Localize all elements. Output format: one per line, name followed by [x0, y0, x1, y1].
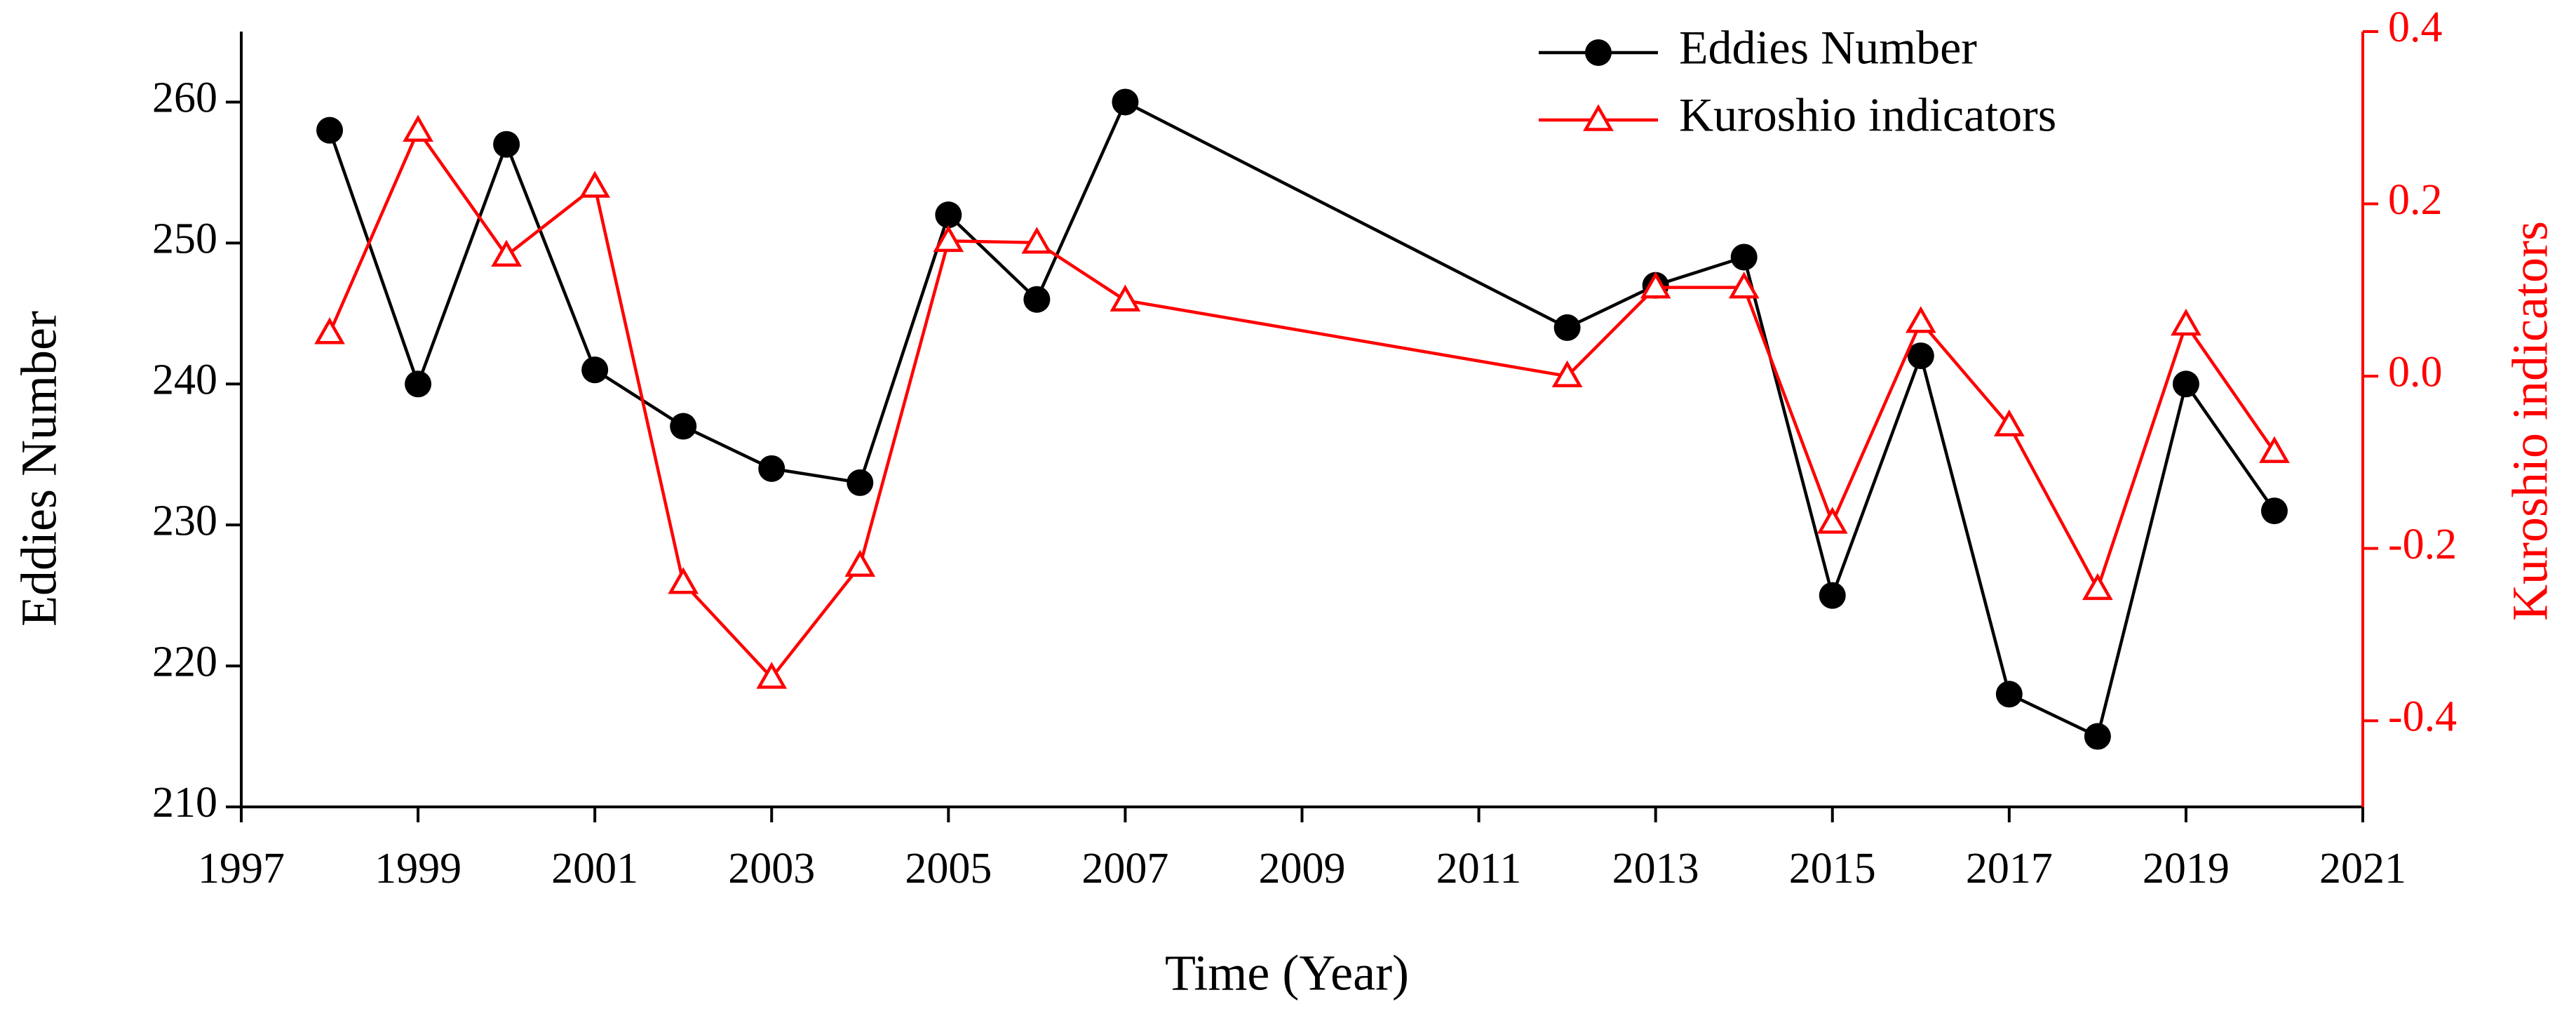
x-axis-label: Time (Year) — [1165, 945, 1409, 1001]
y2-axis-label: Kuroshio indicators — [2502, 221, 2558, 621]
point — [1023, 286, 1051, 313]
point — [2084, 723, 2111, 750]
point — [405, 370, 432, 398]
point — [756, 662, 788, 689]
point — [1112, 88, 1139, 116]
point — [491, 239, 522, 267]
x-tick-label: 2015 — [1789, 845, 1876, 893]
point — [1993, 409, 2025, 436]
y2-tick-label: -0.2 — [2388, 521, 2457, 568]
x-tick-label: 2009 — [1259, 845, 1346, 893]
point — [844, 549, 876, 577]
legend-marker — [1585, 39, 1612, 66]
point — [668, 567, 699, 594]
x-tick-label: 2017 — [1966, 845, 2053, 893]
point — [1553, 314, 1581, 341]
point — [581, 356, 609, 384]
point — [2171, 308, 2201, 336]
point — [493, 131, 520, 158]
point — [1021, 227, 1053, 254]
point — [1905, 306, 1936, 333]
y2-tick-label: 0.0 — [2388, 348, 2443, 396]
point — [1816, 507, 1848, 534]
point — [1551, 360, 1583, 387]
point — [314, 317, 345, 345]
point — [935, 201, 962, 229]
x-tick-label: 1999 — [375, 845, 461, 893]
y-axis-label: Eddies Number — [11, 311, 67, 627]
point — [579, 171, 611, 198]
point — [1819, 582, 1846, 609]
x-tick-label: 1997 — [198, 845, 285, 893]
x-tick-label: 2019 — [2143, 845, 2230, 893]
point — [758, 455, 785, 482]
point — [1110, 284, 1141, 312]
point — [2259, 436, 2290, 463]
y2-tick-label: -0.4 — [2388, 693, 2457, 740]
point — [403, 114, 433, 142]
x-tick-label: 2013 — [1612, 845, 1699, 893]
point — [1640, 272, 1671, 299]
x-tick-label: 2021 — [2319, 845, 2406, 893]
point — [316, 116, 344, 144]
legend-label: Kuroshio indicators — [1679, 88, 2056, 142]
point — [1995, 681, 2023, 708]
point — [847, 469, 874, 496]
y-tick-label: 230 — [152, 497, 217, 544]
point — [670, 413, 697, 440]
legend-marker — [1583, 104, 1614, 131]
point — [2172, 370, 2199, 398]
y2-tick-label: 0.2 — [2388, 176, 2443, 224]
y-tick-label: 240 — [152, 356, 217, 404]
point — [1730, 243, 1758, 271]
point — [1907, 342, 1934, 370]
x-tick-label: 2001 — [551, 845, 638, 893]
x-tick-label: 2003 — [728, 845, 815, 893]
legend-label: Eddies Number — [1679, 21, 1977, 74]
y-tick-label: 210 — [152, 779, 217, 827]
x-tick-label: 2011 — [1436, 845, 1522, 893]
y2-tick-label: 0.4 — [2388, 4, 2443, 51]
series-line — [328, 100, 2276, 739]
y-tick-label: 220 — [152, 638, 217, 686]
point — [933, 225, 964, 253]
point — [1728, 272, 1760, 299]
x-tick-label: 2005 — [905, 845, 992, 893]
x-tick-label: 2007 — [1081, 845, 1168, 893]
y-tick-label: 250 — [152, 215, 217, 263]
point — [2082, 573, 2113, 601]
y-tick-label: 260 — [152, 74, 217, 122]
point — [2260, 497, 2288, 525]
